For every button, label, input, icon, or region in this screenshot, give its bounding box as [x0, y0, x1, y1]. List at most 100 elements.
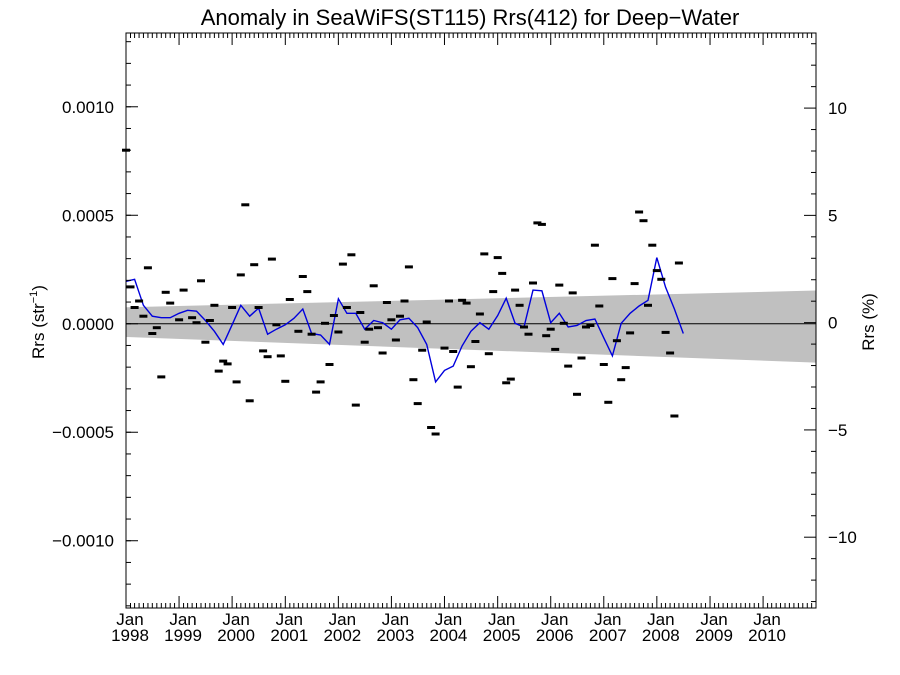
- data-point: [374, 326, 382, 330]
- data-point: [542, 334, 551, 338]
- data-point: [599, 363, 608, 366]
- data-point: [205, 319, 214, 322]
- data-point: [166, 301, 175, 305]
- data-point: [404, 265, 413, 269]
- data-point: [515, 303, 524, 307]
- data-point: [197, 279, 205, 283]
- data-point: [285, 298, 294, 301]
- data-point: [325, 363, 334, 366]
- data-point: [152, 326, 161, 330]
- data-point: [303, 290, 312, 294]
- data-point: [674, 261, 683, 265]
- data-point: [604, 400, 613, 404]
- left-y-tick-label: 0.0000: [62, 315, 114, 334]
- data-point: [489, 290, 498, 294]
- data-point: [378, 351, 387, 355]
- uncertainty-band: [126, 290, 816, 363]
- right-y-tick-label: −5: [828, 421, 847, 440]
- x-tick-year-label: 2005: [483, 626, 521, 645]
- data-point: [192, 321, 201, 325]
- data-point: [458, 298, 467, 302]
- x-tick-year-label: 2006: [536, 626, 574, 645]
- x-tick-year-label: 2000: [217, 626, 255, 645]
- data-point: [608, 277, 617, 281]
- right-y-tick-label: 10: [828, 99, 847, 118]
- data-point: [546, 327, 555, 331]
- data-point: [400, 299, 409, 303]
- left-y-axis-label-sup: −1: [28, 291, 40, 304]
- data-point: [356, 311, 365, 314]
- data-point: [666, 351, 675, 355]
- data-point: [612, 339, 621, 343]
- data-point: [418, 348, 427, 352]
- data-point: [236, 273, 245, 277]
- chart-title: Anomaly in SeaWiFS(ST115) Rrs(412) for D…: [201, 5, 740, 30]
- data-point: [551, 347, 560, 351]
- data-point: [391, 338, 400, 342]
- x-tick-month-label: Jan: [276, 610, 303, 629]
- data-point: [427, 426, 436, 429]
- data-point: [157, 375, 166, 379]
- data-point: [369, 284, 378, 288]
- data-point: [382, 301, 391, 304]
- data-point: [568, 291, 577, 295]
- right-y-tick-label: −10: [828, 528, 857, 547]
- data-point: [334, 330, 343, 334]
- data-point: [644, 303, 652, 307]
- data-point: [657, 277, 666, 281]
- x-tick-year-label: 2010: [748, 626, 786, 645]
- data-point: [201, 340, 210, 344]
- data-point: [387, 318, 396, 322]
- running-mean-line: [125, 257, 684, 384]
- data-point: [480, 252, 489, 256]
- data-point: [259, 349, 268, 353]
- right-y-axis-label: Rrs (%): [859, 293, 878, 351]
- x-tick-month-label: Jan: [329, 610, 356, 629]
- running-mean-layer: [125, 257, 684, 384]
- data-point: [360, 340, 369, 344]
- data-point: [179, 288, 188, 292]
- data-point: [298, 275, 307, 278]
- data-point: [396, 314, 404, 318]
- data-point: [555, 283, 564, 287]
- data-point: [250, 263, 259, 267]
- x-tick-year-label: 1999: [164, 626, 202, 645]
- data-point: [161, 290, 170, 294]
- data-point: [413, 402, 422, 406]
- x-tick-month-label: Jan: [116, 610, 143, 629]
- data-point: [559, 321, 568, 325]
- x-tick-month-label: Jan: [169, 610, 196, 629]
- data-point: [440, 346, 449, 350]
- axis-ticks-layer: [125, 33, 816, 608]
- x-tick-year-label: 2009: [695, 626, 733, 645]
- data-point: [143, 266, 152, 270]
- data-point: [422, 320, 431, 324]
- data-point: [445, 299, 453, 303]
- data-point: [342, 306, 351, 309]
- left-y-axis-label-main: Rrs (str: [29, 303, 48, 359]
- data-point: [564, 364, 573, 368]
- data-point: [493, 256, 502, 260]
- data-point: [586, 324, 595, 327]
- data-point: [590, 243, 599, 247]
- data-point: [263, 355, 272, 359]
- x-tick-month-label: Jan: [647, 610, 674, 629]
- left-y-tick-label: −0.0010: [52, 532, 114, 551]
- data-point: [475, 312, 484, 316]
- x-tick-month-label: Jan: [488, 610, 515, 629]
- data-point: [595, 304, 604, 308]
- data-point: [281, 379, 290, 383]
- data-point: [466, 365, 475, 369]
- x-tick-labels: Jan1998Jan1999Jan2000Jan2001Jan2002Jan20…: [111, 610, 786, 645]
- data-point: [529, 281, 537, 285]
- data-point: [188, 316, 197, 320]
- data-point: [307, 332, 316, 336]
- data-point: [223, 362, 232, 366]
- data-point: [502, 381, 511, 385]
- data-point: [276, 354, 285, 358]
- data-points-layer: [122, 148, 683, 436]
- data-point: [312, 390, 321, 394]
- x-tick-year-label: 2007: [589, 626, 627, 645]
- data-point: [630, 282, 639, 286]
